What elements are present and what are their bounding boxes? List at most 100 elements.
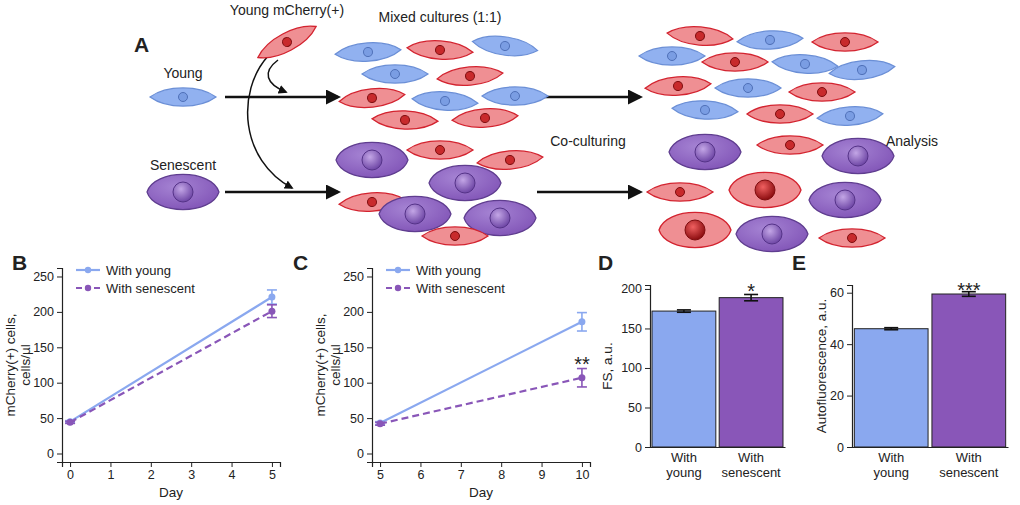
- diagram-label: Mixed cultures (1:1): [379, 9, 502, 25]
- tick-mark: [70, 462, 71, 467]
- tick-mark: [461, 462, 462, 467]
- tick: 50: [350, 412, 372, 426]
- tick-mark: [367, 347, 372, 348]
- axis: Withyoung Withsenescent: [651, 447, 786, 480]
- cell-red: [812, 33, 878, 51]
- tick: 6: [417, 462, 424, 482]
- error-cap: [677, 309, 691, 311]
- tick-label: 0: [47, 447, 54, 461]
- cell-young: [737, 29, 804, 51]
- tick-label: 0: [67, 468, 74, 482]
- tick-mark: [57, 418, 62, 419]
- tick-label: 3: [188, 468, 195, 482]
- bar: [652, 311, 716, 447]
- tick-label: 5: [269, 468, 276, 482]
- annotation: ***: [957, 279, 981, 301]
- cell-young: [150, 88, 216, 106]
- legend: With young With senescent: [386, 263, 505, 296]
- tick: 200: [343, 305, 372, 319]
- axis: WithyoungWithsenescent: [853, 447, 1009, 480]
- series-line: [380, 322, 582, 423]
- cell-young: [828, 57, 896, 82]
- tick-mark: [367, 312, 372, 313]
- tick: 0: [837, 441, 852, 455]
- tick: Withyoung: [666, 447, 701, 480]
- tick: 200: [33, 305, 62, 319]
- tick: 7: [458, 462, 465, 482]
- cell-redbig: [659, 212, 731, 247]
- tick-label: 4: [229, 468, 236, 482]
- plot-area: [65, 290, 277, 426]
- axis: 5678910: [373, 462, 591, 482]
- legend-label: With young: [416, 263, 481, 278]
- plot-area: [652, 294, 783, 447]
- tick: Withsenescent: [721, 447, 781, 480]
- tick-label: 8: [498, 468, 505, 482]
- axis-line: [651, 447, 786, 448]
- legend-label: With senescent: [416, 281, 505, 296]
- cell-sen: [147, 174, 219, 209]
- tick-mark: [542, 462, 543, 467]
- error-cap: [884, 327, 898, 329]
- tick-label: Withsenescent: [721, 450, 781, 480]
- tick-label: 1: [107, 468, 114, 482]
- axis-line: [367, 269, 373, 463]
- arrow: [225, 96, 338, 99]
- diagram-panel: AYoung mCherry(+)YoungSenescentMixed cul…: [134, 2, 938, 252]
- tick-label: 9: [539, 468, 546, 482]
- error-cap: [267, 317, 277, 319]
- tick: Withyoung: [873, 447, 908, 480]
- cell-young: [715, 79, 781, 97]
- y-axis-title: FS, a.u.: [600, 342, 615, 389]
- cell-red: [757, 136, 823, 154]
- arrow: [225, 191, 338, 194]
- tick: 250: [343, 270, 372, 284]
- tick-label: 0: [837, 441, 844, 455]
- annotation: **: [574, 353, 590, 375]
- axis: 050100150200: [621, 282, 650, 454]
- tick-label: 100: [621, 361, 642, 375]
- cell-young: [471, 32, 539, 59]
- tick-mark: [582, 462, 583, 467]
- tick: 0: [635, 441, 650, 455]
- point: [578, 374, 585, 381]
- cell-sen: [669, 134, 741, 169]
- tick: 150: [621, 322, 650, 336]
- tick: 0: [67, 462, 74, 482]
- tick-mark: [847, 447, 852, 448]
- cell-sen: [429, 165, 501, 200]
- tick: 2: [148, 462, 155, 482]
- tick-mark: [380, 462, 381, 467]
- tick-label: 20: [830, 389, 844, 403]
- tick-mark: [57, 276, 62, 277]
- tick-label: 200: [33, 305, 54, 319]
- tick-mark: [847, 344, 852, 345]
- cell-young: [639, 47, 705, 65]
- panel-label: A: [134, 33, 149, 56]
- cell-red: [819, 229, 885, 247]
- tick: 3: [188, 462, 195, 482]
- axis-line: [373, 463, 591, 468]
- axis-line: [847, 286, 853, 448]
- y-axis-title: mCherry(+) cells,: [3, 313, 18, 416]
- point: [268, 308, 275, 315]
- point: [377, 420, 384, 427]
- error-bar: [267, 305, 277, 318]
- tick: 20: [830, 389, 852, 403]
- error-cap: [577, 330, 587, 332]
- tick-mark: [57, 454, 62, 455]
- axis-line: [63, 463, 281, 468]
- point: [578, 318, 585, 325]
- cell-sen: [736, 216, 808, 251]
- series-line: [70, 311, 272, 422]
- tick-label: 250: [33, 270, 54, 284]
- cell-young: [816, 105, 883, 128]
- x-axis-title: Day: [469, 485, 493, 500]
- diagram-label: Young mCherry(+): [230, 2, 344, 18]
- cell-young: [362, 65, 428, 83]
- legend-marker: [395, 267, 401, 273]
- error-bar: [577, 313, 587, 331]
- tick-mark: [501, 462, 502, 467]
- tick-label: 100: [33, 376, 54, 390]
- diagram-label: Co-culturing: [550, 133, 625, 149]
